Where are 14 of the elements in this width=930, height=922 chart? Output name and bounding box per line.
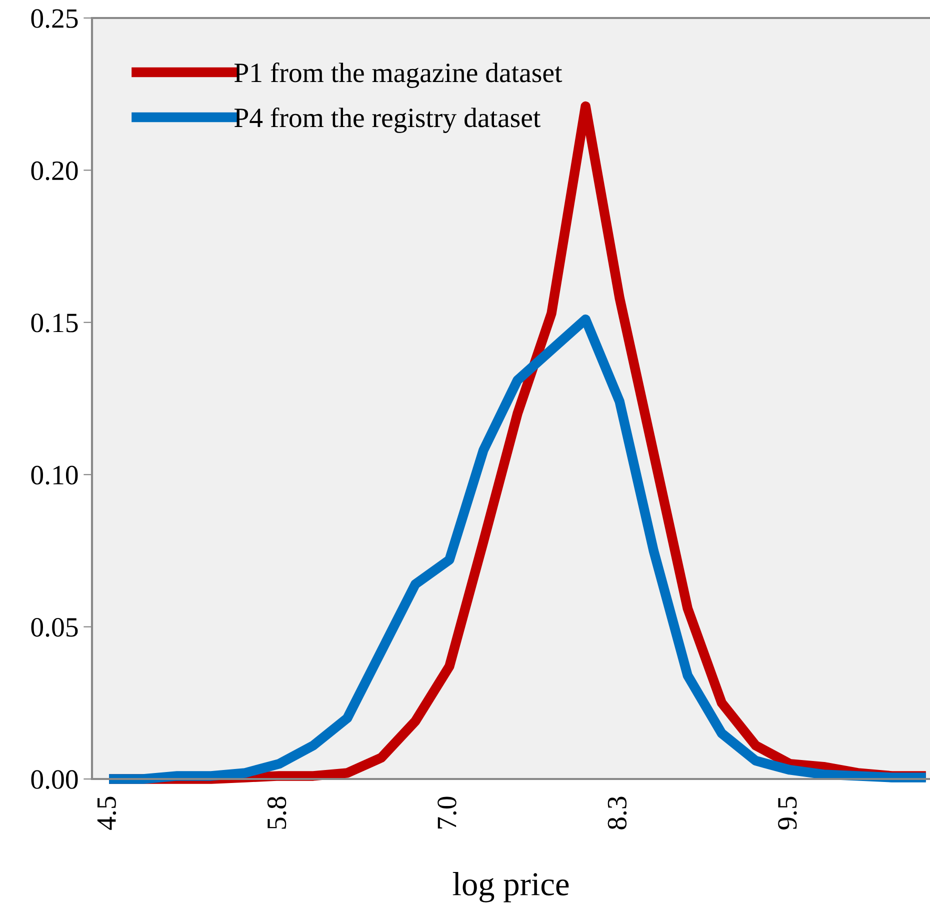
legend-label: P1 from the magazine dataset xyxy=(234,62,562,88)
legend-label: P4 from the registry dataset xyxy=(234,107,541,133)
x-tick-label: 4.5 xyxy=(97,796,116,830)
y-tick-label: 0.15 xyxy=(31,314,78,332)
x-tick-label: 5.8 xyxy=(267,796,286,829)
y-tick-label: 0.00 xyxy=(31,770,78,790)
x-tick-label: 9.5 xyxy=(778,796,797,830)
y-tick-label: 0.10 xyxy=(31,466,78,485)
y-tick-label: 0.20 xyxy=(31,161,78,180)
y-tick-label: 0.25 xyxy=(31,9,78,28)
x-axis-title: log price xyxy=(452,872,569,902)
y-tick-label: 0.05 xyxy=(31,618,78,637)
x-tick-label: 8.3 xyxy=(608,796,627,830)
x-tick-label: 7.0 xyxy=(438,796,456,829)
